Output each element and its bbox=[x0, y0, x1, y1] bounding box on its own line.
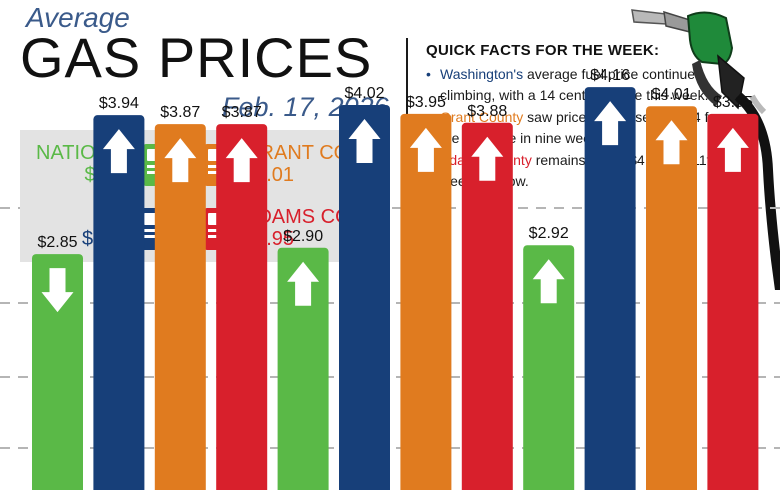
up-arrow-icon bbox=[225, 138, 258, 183]
up-arrow-icon bbox=[348, 118, 381, 163]
bar bbox=[584, 87, 636, 490]
bar-group: $3.95 bbox=[707, 94, 759, 490]
fact-highlight: Grant County bbox=[440, 109, 524, 125]
bar-value-label: $2.85 bbox=[37, 234, 77, 251]
facts-heading: QUICK FACTS FOR THE WEEK: bbox=[426, 42, 660, 59]
title-overline: Average bbox=[26, 2, 130, 33]
up-arrow-icon bbox=[102, 129, 135, 174]
bullet-icon: • bbox=[426, 66, 431, 82]
bar-value-label: $2.92 bbox=[529, 225, 569, 242]
summary-grant-label: GRANT CO. bbox=[244, 142, 355, 164]
bar-value-label: $3.87 bbox=[222, 104, 262, 121]
bar-group: $2.85 bbox=[32, 234, 83, 490]
bar bbox=[93, 115, 145, 490]
bar-group: $2.90 bbox=[277, 228, 329, 490]
bar bbox=[461, 122, 513, 490]
bar bbox=[400, 113, 452, 490]
bar bbox=[216, 124, 268, 490]
down-arrow-icon bbox=[41, 268, 74, 313]
summary-adams-label: ADAMS CO. bbox=[244, 206, 357, 228]
up-arrow-icon bbox=[532, 259, 565, 304]
bar-group: $3.95 bbox=[400, 94, 452, 490]
bar bbox=[339, 104, 390, 490]
bar-group: $3.88 bbox=[461, 103, 513, 490]
fact-text: average fuel price continues climbing, w… bbox=[440, 66, 709, 103]
chart-bars: $2.85 $3.94 $3.87 $3.87 $2.90 $4.02 $3.95 $3.88… bbox=[32, 67, 759, 490]
up-arrow-icon bbox=[287, 261, 320, 306]
up-arrow-icon bbox=[409, 127, 442, 172]
bar bbox=[32, 254, 83, 490]
bar-group: $3.87 bbox=[154, 104, 206, 490]
bar-value-label: $3.95 bbox=[713, 94, 753, 111]
bar-value-label: $3.95 bbox=[406, 94, 446, 111]
bar-group: $4.02 bbox=[339, 85, 390, 490]
bar-value-label: $3.88 bbox=[467, 103, 507, 120]
bar-group: $3.94 bbox=[93, 95, 145, 490]
bar-group: $4.01 bbox=[646, 86, 697, 490]
bar bbox=[646, 106, 697, 490]
bar-value-label: $3.87 bbox=[160, 104, 200, 121]
bar-value-label: $4.01 bbox=[651, 86, 691, 103]
up-arrow-icon bbox=[164, 138, 197, 183]
up-arrow-icon bbox=[716, 127, 749, 172]
bar-group: $4.16 bbox=[584, 67, 636, 490]
up-arrow-icon bbox=[471, 136, 504, 181]
fuel-nozzle-icon bbox=[631, 9, 780, 290]
up-arrow-icon bbox=[655, 120, 688, 165]
bar-value-label: $4.02 bbox=[344, 85, 384, 102]
bar bbox=[523, 245, 575, 490]
bar bbox=[707, 113, 759, 490]
bar-group: $3.87 bbox=[216, 104, 268, 490]
bar-value-label: $3.94 bbox=[99, 95, 139, 112]
bar-value-label: $4.16 bbox=[590, 67, 630, 84]
up-arrow-icon bbox=[594, 101, 627, 146]
bar bbox=[154, 124, 206, 490]
bar bbox=[277, 247, 329, 490]
fact-highlight: Washington's bbox=[440, 66, 524, 82]
bar-group: $2.92 bbox=[523, 225, 575, 490]
fact-item-washington: • Washington's average fuel price contin… bbox=[424, 64, 724, 106]
page-title: GAS PRICES bbox=[20, 26, 373, 89]
bar-value-label: $2.90 bbox=[283, 228, 323, 245]
